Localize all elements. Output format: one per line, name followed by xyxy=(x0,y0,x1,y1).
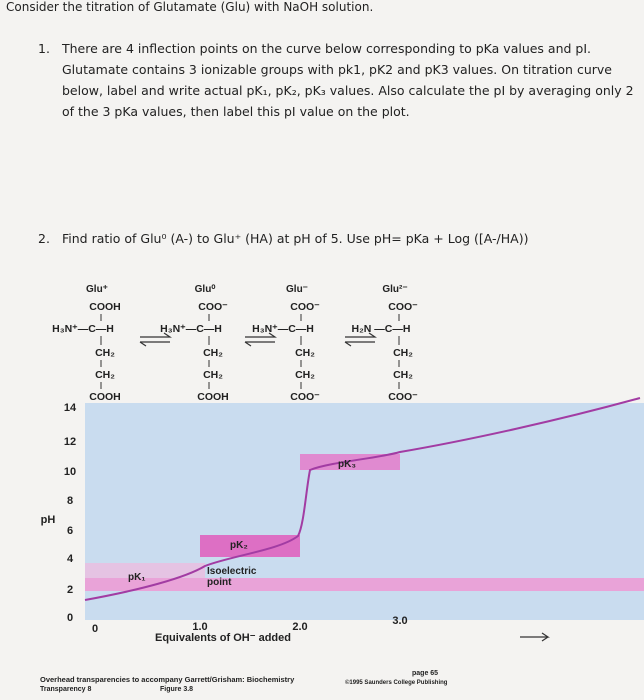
species-name: Glu⁰ xyxy=(195,284,216,295)
structure-line: COO⁻ xyxy=(388,391,418,403)
transparency: Transparency 8 xyxy=(40,686,91,693)
title: Consider the titration of Glutamate (Glu… xyxy=(6,0,374,14)
y-tick-label: 12 xyxy=(64,436,76,448)
structure-line: COO⁻ xyxy=(198,301,228,313)
structure-line: CH₂ xyxy=(393,369,413,381)
structure-line: CH₂ xyxy=(295,369,315,381)
structure-line: COOH xyxy=(197,391,229,403)
page: page 65 xyxy=(412,670,438,677)
question: There are 4 inflection points on the cur… xyxy=(62,41,634,119)
structure-line: CH₂ xyxy=(203,347,223,359)
y-tick-label: 0 xyxy=(67,612,73,624)
y-tick-label: 6 xyxy=(67,525,73,537)
species-name: Glu²⁻ xyxy=(382,284,407,295)
y-tick-label: 14 xyxy=(64,402,77,414)
q-number: 1. xyxy=(38,41,50,56)
structure-line: COO⁻ xyxy=(290,301,320,313)
pi-band xyxy=(85,563,205,578)
x-tick-label: 3.0 xyxy=(392,615,407,627)
structure-line: CH₂ xyxy=(203,369,223,381)
structure-line: H₂N —C—H xyxy=(352,323,411,335)
pk2-label: pK₂ xyxy=(230,540,248,551)
structure-line: H₃N⁺—C—H xyxy=(252,323,314,335)
x-tick-label: 0 xyxy=(92,623,98,635)
y-tick-label: 8 xyxy=(67,495,73,507)
pk2-band xyxy=(200,535,300,557)
pi-label: Isoelectric point xyxy=(207,566,257,588)
x-axis-label: Equivalents of OH⁻ added xyxy=(155,632,291,644)
x-tick-label: 1.0 xyxy=(192,621,207,633)
y-tick-label: 10 xyxy=(64,466,76,478)
species-name: Glu⁻ xyxy=(286,284,308,295)
pk3-label: pK₃ xyxy=(338,459,356,470)
question: Find ratio of Glu⁰ (A-) to Glu⁺ (HA) at … xyxy=(62,231,529,246)
q-number: 2. xyxy=(38,231,50,246)
x-tick-label: 2.0 xyxy=(292,621,307,633)
structure-line: COOH xyxy=(89,301,121,313)
structure-line: CH₂ xyxy=(95,347,115,359)
titration-curve xyxy=(84,397,641,601)
structure-line: CH₂ xyxy=(95,369,115,381)
structure-line: COO⁻ xyxy=(290,391,320,403)
credit: Overhead transparencies to accompany Gar… xyxy=(40,675,295,684)
structure-line: COO⁻ xyxy=(388,301,418,313)
structure-line: H₃N⁺—C—H xyxy=(52,323,114,335)
figure-number: Figure 3.8 xyxy=(160,686,193,693)
pk1-label: pK₁ xyxy=(128,572,145,583)
pk1-band xyxy=(85,578,644,591)
equilibrium-arrows xyxy=(139,332,550,642)
y-tick-label: 2 xyxy=(67,584,73,596)
species-name: Glu⁺ xyxy=(86,284,108,295)
copyright: ©1995 Saunders College Publishing xyxy=(345,679,448,686)
structure-line: CH₂ xyxy=(295,347,315,359)
structure-line: COOH xyxy=(89,391,121,403)
structure-line: H₃N⁺—C—H xyxy=(160,323,222,335)
y-axis-label: pH xyxy=(41,514,56,526)
y-tick-label: 4 xyxy=(67,553,74,565)
structure-line: CH₂ xyxy=(393,347,413,359)
